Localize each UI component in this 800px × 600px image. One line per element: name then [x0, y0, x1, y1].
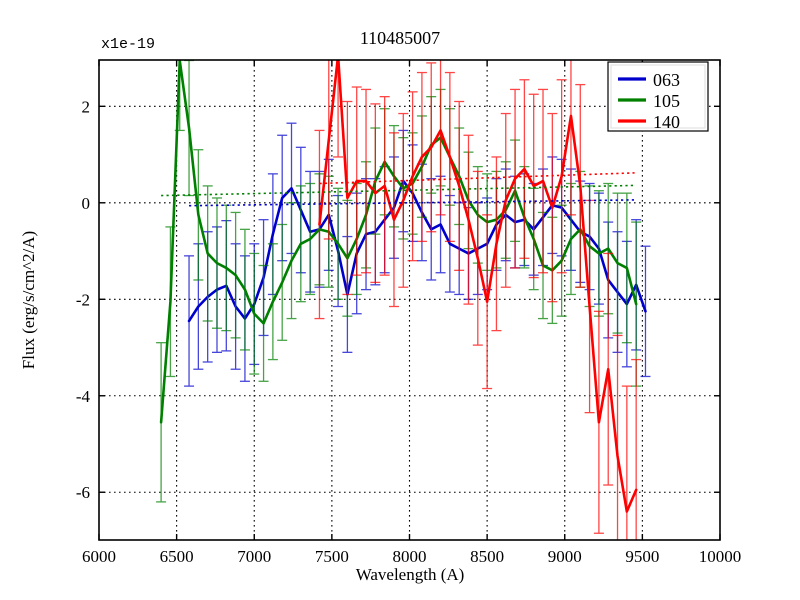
- x-tick-label: 7000: [237, 547, 271, 566]
- x-tick-label: 9500: [625, 547, 659, 566]
- x-axis-label: Wavelength (A): [356, 565, 465, 584]
- reference-line-063-ref: [189, 199, 635, 207]
- x-tick-label: 10000: [699, 547, 742, 566]
- y-exponent-label: x1e-19: [101, 36, 155, 53]
- spectrum-line-105: [159, 60, 638, 424]
- spectrum-line-140: [318, 60, 638, 513]
- data-layer: [156, 60, 651, 540]
- y-tick-label: 2: [82, 97, 91, 116]
- legend-inner-border: [610, 64, 706, 129]
- series-105: [156, 60, 642, 503]
- chart-title: 110485007: [360, 28, 440, 48]
- y-tick-label: -6: [76, 483, 90, 502]
- y-tick-label: 0: [82, 194, 91, 213]
- y-tick-label: -2: [76, 290, 90, 309]
- reference-line-105-ref: [161, 184, 635, 197]
- legend-label-063: 063: [653, 70, 680, 90]
- reference-line-140-ref: [319, 172, 635, 185]
- x-tick-label: 8500: [470, 547, 504, 566]
- y-tick-label: -4: [76, 387, 91, 406]
- legend-label-140: 140: [653, 112, 680, 132]
- x-tick-label: 6500: [160, 547, 194, 566]
- x-tick-label: 8000: [393, 547, 427, 566]
- legend-label-105: 105: [653, 91, 680, 111]
- y-axis-label: Flux (erg/s/cm^2/A): [19, 231, 38, 369]
- errorbars-140: [314, 60, 642, 540]
- errorbars-105: [156, 60, 642, 503]
- x-tick-label: 7500: [315, 547, 349, 566]
- x-tick-label: 6000: [82, 547, 116, 566]
- axis-tick-labels: 6000 6500 7000 7500 8000 8500 9000 9500 10000 2 0 -…: [76, 97, 741, 566]
- x-tick-label: 9000: [548, 547, 582, 566]
- series-140: [314, 60, 642, 540]
- reference-lines-layer: [161, 172, 635, 207]
